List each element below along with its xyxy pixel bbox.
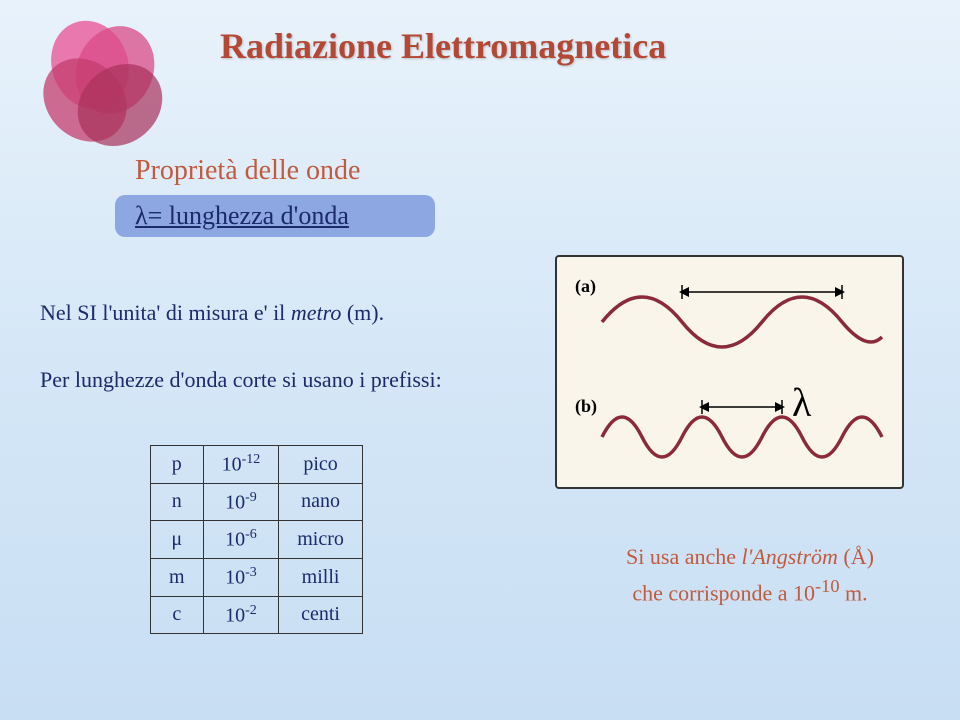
table-row: p10-12pico	[151, 446, 363, 484]
body-text-si-unit: Nel SI l'unita' di misura e' il metro (m…	[40, 300, 470, 326]
angstrom-note: Si usa anche l'Angström (Å) che corrispo…	[570, 540, 930, 609]
body-text-prefixes: Per lunghezze d'onda corte si usano i pr…	[40, 365, 470, 396]
prefix-table: p10-12picon10-9nanoμ10-6microm10-3millic…	[150, 445, 363, 634]
subtitle: Proprietà delle onde	[135, 155, 360, 187]
table-row: m10-3milli	[151, 558, 363, 596]
wave-diagram: (a) (b) λ	[555, 255, 904, 489]
lambda-definition: λ= lunghezza d'onda	[115, 195, 435, 237]
label-a: (a)	[575, 276, 596, 297]
petal-logo	[30, 20, 170, 150]
label-b: (b)	[575, 396, 597, 417]
table-row: c10-2centi	[151, 596, 363, 634]
page-title: Radiazione Elettromagnetica	[220, 25, 666, 67]
table-row: μ10-6micro	[151, 521, 363, 559]
lambda-symbol: λ	[792, 379, 811, 426]
table-row: n10-9nano	[151, 483, 363, 521]
